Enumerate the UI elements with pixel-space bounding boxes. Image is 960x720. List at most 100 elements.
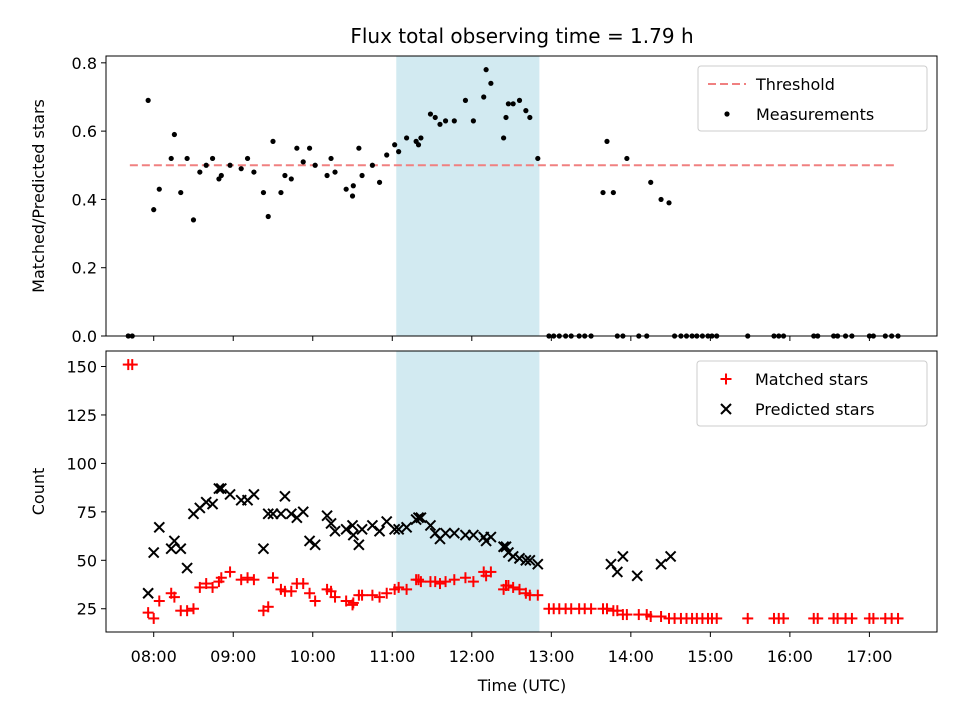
data-point <box>481 94 487 100</box>
data-point <box>532 589 544 601</box>
data-point <box>621 609 633 621</box>
data-point <box>645 610 657 622</box>
data-point <box>384 152 390 158</box>
data-point <box>321 510 333 522</box>
y-tick-label: 100 <box>66 454 97 473</box>
data-point <box>412 511 425 524</box>
legend-marker-swatch <box>720 373 732 385</box>
data-point <box>812 612 824 624</box>
data-point <box>655 610 667 622</box>
y-tick-label: 25 <box>77 600 97 619</box>
x-tick-label: 12:00 <box>449 647 495 666</box>
data-point <box>265 213 271 220</box>
data-point <box>347 529 360 541</box>
data-point <box>218 172 224 179</box>
data-point <box>207 581 219 593</box>
data-point <box>624 155 630 162</box>
data-point <box>329 525 341 537</box>
data-point <box>200 496 212 508</box>
data-point <box>278 189 284 196</box>
data-point <box>501 135 507 141</box>
data-point <box>467 576 479 588</box>
data-point <box>267 572 279 584</box>
count-panel: 25 50 75 100 125 150 08:00 09:00 10:00 11:00 12:00… <box>29 350 938 666</box>
data-point <box>516 97 523 103</box>
data-point <box>248 488 260 501</box>
data-point <box>309 595 321 607</box>
data-point <box>142 587 154 599</box>
data-point <box>171 131 177 138</box>
data-point <box>297 578 309 590</box>
data-point <box>470 118 476 124</box>
data-point <box>585 603 597 615</box>
data-point <box>340 595 352 607</box>
data-point <box>248 574 260 586</box>
legend-label: Measurements <box>756 105 874 124</box>
x-axis-label: Time (UTC) <box>477 676 566 695</box>
data-point <box>356 523 368 535</box>
legend-label: Predicted stars <box>755 400 875 419</box>
data-point <box>485 566 497 578</box>
data-point <box>126 359 138 371</box>
data-point <box>513 552 526 565</box>
matched-stars-series <box>122 359 904 624</box>
data-point <box>503 114 509 121</box>
legend-label: Matched stars <box>755 370 868 389</box>
x-tick-label: 08:00 <box>131 647 177 666</box>
data-point <box>376 179 383 185</box>
data-point <box>502 579 514 591</box>
data-point <box>664 550 677 563</box>
data-point <box>153 521 165 534</box>
chart-title: Flux total observing time = 1.79 h <box>350 24 693 48</box>
data-point <box>288 176 294 182</box>
y-tick-label: 75 <box>77 503 97 522</box>
data-point <box>178 189 184 196</box>
legend-label: Threshold <box>755 75 835 94</box>
data-point <box>631 570 643 582</box>
data-point <box>285 585 297 597</box>
x-tick-label: 17:00 <box>846 647 892 666</box>
data-point <box>488 80 494 86</box>
y-tick-label: 0.0 <box>72 327 97 346</box>
data-point <box>270 138 276 144</box>
legend: Threshold Measurements <box>697 65 928 132</box>
data-point <box>300 159 306 165</box>
data-point <box>303 535 316 547</box>
data-point <box>711 612 723 624</box>
data-point <box>415 142 422 148</box>
data-point <box>325 585 337 597</box>
data-point <box>424 519 437 532</box>
data-point <box>242 572 254 584</box>
data-point <box>415 511 427 524</box>
data-point <box>514 583 526 595</box>
data-point <box>203 162 209 168</box>
data-point <box>294 145 300 151</box>
data-point <box>601 603 613 615</box>
data-point <box>148 612 160 624</box>
data-point <box>197 169 203 175</box>
data-point <box>309 539 321 551</box>
x-tick-label: 11:00 <box>369 647 415 666</box>
data-point <box>148 546 160 559</box>
data-point <box>260 189 267 196</box>
data-point <box>356 145 362 151</box>
legend-marker-swatch <box>720 403 732 415</box>
data-point <box>181 605 193 617</box>
data-point <box>297 506 309 518</box>
data-point <box>505 101 511 107</box>
data-point <box>459 572 471 584</box>
data-point <box>275 508 287 520</box>
data-point <box>251 169 257 175</box>
data-point <box>600 189 606 196</box>
y-tick-label: 0.4 <box>72 190 97 209</box>
data-point <box>227 162 233 168</box>
data-point <box>527 114 533 121</box>
data-point <box>304 587 316 599</box>
data-point <box>262 601 274 613</box>
data-point <box>666 200 672 206</box>
data-point <box>510 101 516 107</box>
y-tick-label: 150 <box>66 358 97 377</box>
data-point <box>507 550 519 563</box>
data-point <box>532 558 544 570</box>
